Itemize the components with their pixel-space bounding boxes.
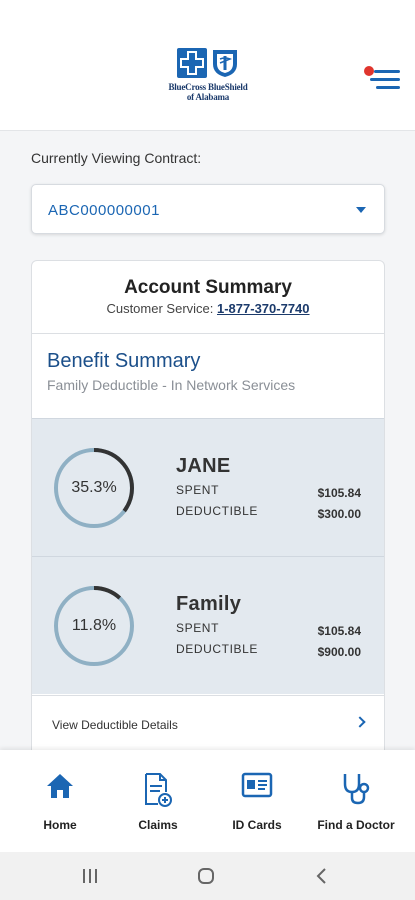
logo-text-line1: BlueCross BlueShield <box>168 82 248 92</box>
hamburger-menu-icon <box>374 70 400 73</box>
progress-ring: 11.8% <box>52 584 136 668</box>
chevron-down-icon <box>356 207 366 213</box>
tab-claims[interactable]: Claims <box>108 750 208 852</box>
blue-shield-icon <box>213 50 237 77</box>
back-nav-icon[interactable] <box>314 866 330 886</box>
customer-service-label: Customer Service: <box>106 301 214 316</box>
deductible-label: DEDUCTIBLE <box>176 642 259 656</box>
details-link-label: View Deductible Details <box>52 718 178 732</box>
claims-icon <box>145 773 172 807</box>
home-icon <box>47 774 73 798</box>
notification-dot <box>364 66 374 76</box>
contract-value: ABC000000001 <box>48 202 160 219</box>
deductible-value: $900.00 <box>317 645 361 659</box>
progress-ring: 35.3% <box>52 446 136 530</box>
bcbs-logo: BlueCross BlueShield of Alabama <box>152 48 264 110</box>
hamburger-menu-icon-line <box>376 86 400 89</box>
deductible-row-jane: 35.3% JANE SPENT DEDUCTIBLE $105.84 $300… <box>32 418 384 556</box>
deductible-row-family: 11.8% Family SPENT DEDUCTIBLE $105.84 $9… <box>32 556 384 694</box>
account-summary: Account Summary Customer Service: 1-877-… <box>32 261 384 334</box>
percent-label: 35.3% <box>71 479 117 496</box>
tab-id-cards[interactable]: ID Cards <box>207 750 307 852</box>
percent-label: 11.8% <box>71 617 117 634</box>
benefit-summary-title: Benefit Summary <box>47 350 201 372</box>
spent-value: $105.84 <box>317 486 361 500</box>
progress-ring-graphic <box>54 448 134 528</box>
summary-card: Account Summary Customer Service: 1-877-… <box>31 260 385 780</box>
blue-cross-icon <box>177 48 207 78</box>
tab-home-label: Home <box>43 818 77 832</box>
tab-home[interactable]: Home <box>10 750 110 852</box>
customer-service: Customer Service: 1-877-370-7740 <box>32 301 384 316</box>
spent-label: SPENT <box>176 621 220 635</box>
spent-value: $105.84 <box>317 624 361 638</box>
tab-claims-label: Claims <box>138 818 178 832</box>
benefit-summary: Benefit Summary Family Deductible - In N… <box>32 334 384 418</box>
account-summary-title: Account Summary <box>124 277 292 298</box>
home-nav-icon[interactable] <box>196 866 216 886</box>
id-card-icon <box>241 772 273 798</box>
stethoscope-icon <box>343 774 370 805</box>
progress-ring-graphic <box>54 586 134 666</box>
chevron-right-icon <box>354 716 366 728</box>
menu-button[interactable] <box>364 64 402 94</box>
customer-service-phone-link[interactable]: 1-877-370-7740 <box>217 301 310 316</box>
deductible-value: $300.00 <box>317 507 361 521</box>
hamburger-menu-icon-line <box>370 78 400 81</box>
recent-apps-icon[interactable] <box>81 866 99 886</box>
system-navigation-bar <box>0 852 415 900</box>
view-deductible-details-link[interactable]: View Deductible Details <box>32 695 384 753</box>
bottom-tab-bar: Home Claims ID Cards Find a <box>0 750 415 852</box>
app-header: BlueCross BlueShield of Alabama <box>0 0 415 131</box>
member-name: JANE <box>176 455 231 477</box>
tab-find-a-doctor[interactable]: Find a Doctor <box>306 750 406 852</box>
tab-id-cards-label: ID Cards <box>232 818 282 832</box>
logo-text-line2: of Alabama <box>186 92 230 102</box>
contract-select[interactable]: ABC000000001 <box>31 184 385 234</box>
tab-find-a-doctor-label: Find a Doctor <box>317 818 395 832</box>
deductible-label: DEDUCTIBLE <box>176 504 259 518</box>
member-name: Family <box>176 593 242 615</box>
contract-label: Currently Viewing Contract: <box>31 150 202 166</box>
benefit-summary-subtitle: Family Deductible - In Network Services <box>47 377 296 393</box>
spent-label: SPENT <box>176 483 220 497</box>
